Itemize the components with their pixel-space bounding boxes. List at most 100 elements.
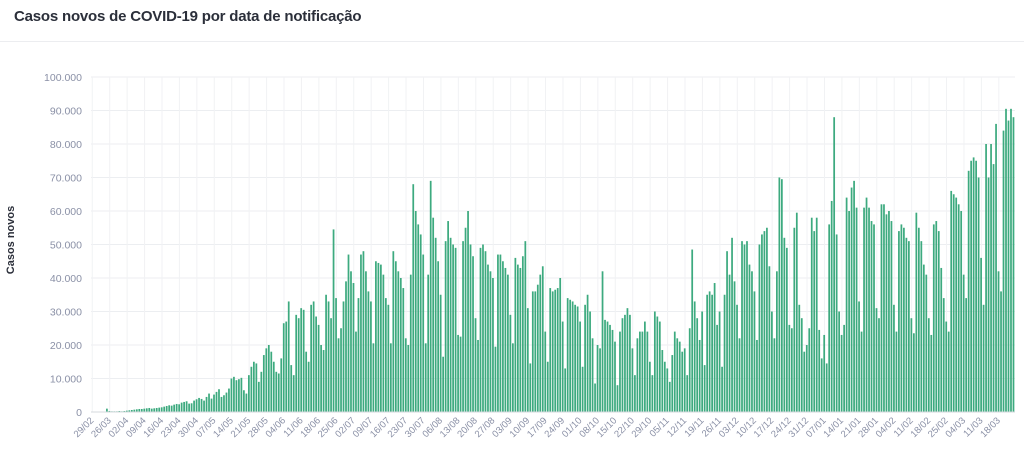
- bar: [516, 264, 519, 412]
- bar: [384, 298, 387, 412]
- bar: [1012, 117, 1015, 412]
- bar: [920, 241, 923, 412]
- bar: [185, 401, 188, 412]
- bar: [205, 396, 208, 412]
- bar: [250, 366, 253, 412]
- bar: [711, 294, 713, 412]
- bar: [753, 291, 756, 412]
- bar: [761, 234, 763, 412]
- bar: [898, 231, 900, 412]
- bar: [292, 375, 295, 412]
- bar: [688, 328, 691, 412]
- bar: [940, 267, 943, 412]
- bar: [985, 144, 987, 412]
- bar: [412, 184, 415, 412]
- bar: [982, 304, 985, 412]
- bar: [875, 308, 878, 412]
- bar: [604, 319, 606, 413]
- bar: [320, 345, 322, 412]
- y-tick-label: 0: [76, 407, 82, 419]
- bar: [626, 308, 629, 412]
- bar: [825, 363, 828, 412]
- bar: [793, 227, 796, 412]
- bar: [1007, 120, 1010, 413]
- bar: [858, 301, 860, 412]
- bar: [150, 408, 153, 412]
- bar: [848, 211, 850, 412]
- bar: [424, 343, 427, 412]
- bar: [766, 227, 768, 412]
- bar: [591, 338, 594, 412]
- bar: [790, 328, 793, 412]
- bar: [917, 227, 920, 412]
- bar: [442, 356, 445, 412]
- bar: [955, 197, 958, 412]
- bar: [651, 375, 654, 412]
- bar: [507, 274, 509, 412]
- bar: [312, 301, 315, 412]
- bar: [529, 363, 532, 412]
- bar: [220, 396, 223, 412]
- bar: [800, 318, 803, 412]
- bar: [586, 294, 589, 412]
- bar: [168, 405, 171, 412]
- bar: [561, 321, 564, 412]
- bar: [365, 271, 367, 412]
- bar: [932, 224, 935, 412]
- bar: [183, 401, 185, 412]
- bar: [987, 177, 990, 412]
- bar: [835, 234, 838, 412]
- bar: [564, 368, 567, 412]
- bar: [736, 304, 738, 412]
- bar: [828, 224, 831, 412]
- bar: [153, 408, 156, 412]
- y-tick-label: 90.000: [50, 106, 82, 118]
- bar: [350, 271, 352, 412]
- bar: [215, 391, 218, 412]
- bar: [524, 241, 527, 412]
- y-tick-label: 100.000: [44, 72, 82, 84]
- bar: [581, 366, 584, 412]
- bar: [158, 407, 161, 412]
- bar: [305, 351, 308, 412]
- bar: [1002, 130, 1005, 412]
- bar: [967, 170, 970, 412]
- bar: [549, 288, 552, 412]
- bar: [394, 261, 397, 412]
- bar: [502, 261, 504, 412]
- bar: [190, 403, 193, 412]
- y-tick-label: 10.000: [50, 374, 82, 386]
- bar: [484, 251, 487, 412]
- bar: [599, 348, 601, 412]
- bar: [397, 271, 400, 412]
- bar: [910, 318, 913, 412]
- y-tick-label: 80.000: [50, 139, 82, 151]
- bar: [427, 274, 430, 412]
- bar: [337, 338, 340, 412]
- bar: [125, 410, 128, 412]
- bar: [878, 318, 880, 412]
- bar: [855, 207, 858, 412]
- bar: [641, 331, 644, 412]
- bar: [345, 281, 347, 412]
- bar: [900, 224, 903, 412]
- bar: [992, 164, 995, 412]
- bar: [180, 402, 183, 412]
- bar: [559, 278, 562, 412]
- bar: [280, 358, 283, 412]
- bar: [297, 318, 300, 412]
- bar: [776, 271, 778, 412]
- bar: [235, 380, 238, 412]
- bar: [634, 375, 636, 412]
- bar: [479, 247, 482, 412]
- bar: [327, 301, 330, 412]
- bar: [693, 301, 696, 412]
- y-tick-label: 40.000: [50, 273, 82, 285]
- bar: [130, 409, 133, 412]
- bar: [823, 334, 826, 412]
- bar: [509, 314, 512, 412]
- bar: [138, 408, 141, 412]
- bar: [843, 324, 845, 412]
- bar: [178, 404, 181, 412]
- bar: [810, 217, 813, 412]
